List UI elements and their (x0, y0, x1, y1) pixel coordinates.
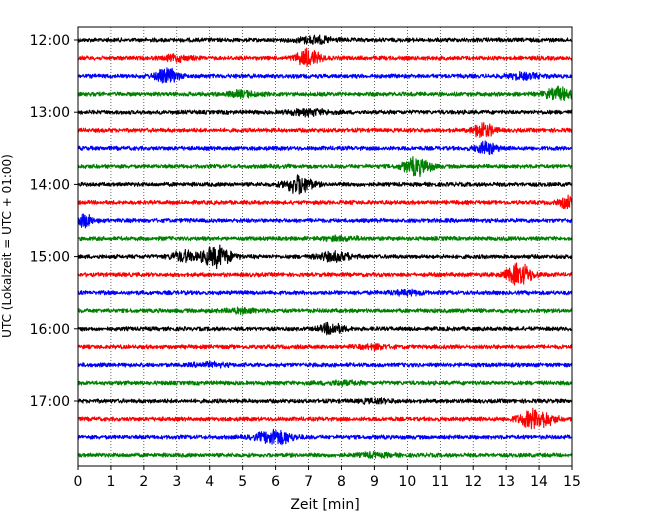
x-tick-label: 13 (497, 474, 515, 490)
trace-1630 (77, 360, 573, 369)
x-axis-label: Zeit [min] (290, 497, 359, 513)
trace-1545 (77, 306, 573, 315)
trace-1415 (77, 194, 573, 210)
vertical-grid (110, 27, 540, 466)
x-tick-label: 4 (205, 474, 214, 490)
x-tick-label: 1 (106, 474, 115, 490)
y-tick-label: 15:00 (30, 250, 70, 266)
trace-1715 (77, 407, 573, 430)
y-tick-label: 16:00 (30, 322, 70, 338)
trace-1315 (77, 122, 573, 138)
trace-1500 (77, 244, 573, 270)
trace-1215 (77, 47, 573, 68)
trace-1730 (77, 428, 573, 446)
y-axis-label: UTC (Lokalzeit = UTC + 01:00) (0, 154, 14, 338)
trace-1530 (77, 288, 573, 297)
y-tick-label: 17:00 (30, 394, 70, 410)
trace-1600 (77, 321, 573, 336)
trace-1700 (77, 397, 573, 405)
x-tick-label: 0 (74, 474, 83, 490)
x-tick-label: 14 (530, 474, 548, 490)
y-tick-label: 13:00 (30, 105, 70, 121)
trace-1300 (77, 107, 573, 118)
x-tick-label: 3 (172, 474, 181, 490)
x-tick-label: 6 (271, 474, 280, 490)
x-tick-label: 15 (563, 474, 581, 490)
trace-1400 (77, 174, 573, 195)
x-tick-label: 10 (398, 474, 416, 490)
x-tick-label: 12 (464, 474, 482, 490)
trace-1345 (77, 156, 573, 178)
trace-1430 (77, 213, 573, 229)
x-tick-label: 8 (337, 474, 346, 490)
trace-1445 (77, 234, 573, 243)
trace-1515 (77, 262, 573, 286)
x-tick-label: 7 (304, 474, 313, 490)
trace-1645 (77, 379, 573, 388)
x-tick-label: 9 (370, 474, 379, 490)
x-tick-label: 5 (238, 474, 247, 490)
trace-1615 (77, 342, 573, 352)
y-axis: 12:00 13:00 14:00 15:00 16:00 17:00 (30, 33, 78, 410)
x-tick-label: 11 (431, 474, 449, 490)
trace-1230 (77, 67, 573, 84)
trace-1245 (77, 85, 573, 102)
seismic-traces (77, 34, 573, 459)
trace-1745 (77, 450, 573, 459)
x-axis: 0 1 2 3 4 5 6 7 8 9 10 11 12 13 14 15 (74, 466, 581, 490)
x-tick-label: 2 (139, 474, 148, 490)
y-tick-label: 12:00 (30, 33, 70, 49)
plot-background (78, 27, 572, 466)
y-tick-label: 14:00 (30, 177, 70, 193)
trace-1330 (77, 140, 573, 155)
plot-frame (77, 26, 573, 467)
trace-1200 (77, 34, 573, 45)
